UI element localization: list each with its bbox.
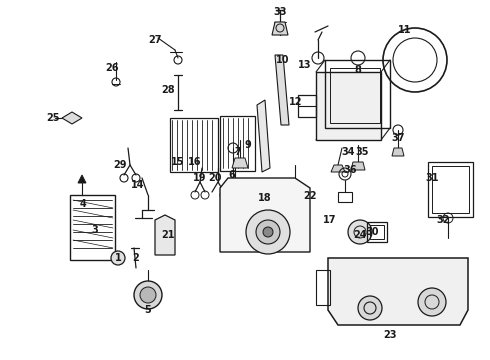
Polygon shape (272, 22, 288, 35)
Text: 21: 21 (161, 230, 175, 240)
Text: 6: 6 (229, 170, 235, 180)
Text: 26: 26 (105, 63, 119, 73)
Text: 27: 27 (148, 35, 162, 45)
Bar (367, 222, 387, 242)
Text: 28: 28 (161, 85, 175, 95)
Polygon shape (331, 165, 345, 172)
Polygon shape (232, 158, 248, 168)
Bar (170, 118, 218, 172)
Text: 4: 4 (80, 199, 86, 209)
Circle shape (358, 296, 382, 320)
Text: 24: 24 (353, 230, 367, 240)
Circle shape (418, 288, 446, 316)
Circle shape (263, 227, 273, 237)
Bar (316, 72, 381, 140)
Text: 20: 20 (208, 173, 222, 183)
Bar (338, 192, 352, 202)
Text: 2: 2 (133, 253, 139, 263)
Circle shape (348, 220, 372, 244)
Bar (428, 162, 473, 217)
Text: 18: 18 (258, 193, 272, 203)
Bar (432, 166, 469, 213)
Bar (370, 225, 384, 239)
Text: 36: 36 (343, 165, 357, 175)
Text: 13: 13 (298, 60, 312, 70)
Text: 16: 16 (188, 157, 202, 167)
Text: 29: 29 (113, 160, 127, 170)
Polygon shape (351, 162, 365, 170)
Bar (325, 60, 390, 128)
Text: 22: 22 (303, 191, 317, 201)
Text: 9: 9 (245, 140, 251, 150)
Text: 3: 3 (92, 225, 98, 235)
Text: 19: 19 (193, 173, 207, 183)
Polygon shape (62, 112, 82, 124)
Text: 25: 25 (46, 113, 60, 123)
Polygon shape (78, 175, 86, 183)
Text: 10: 10 (276, 55, 290, 65)
Text: 34: 34 (341, 147, 355, 157)
Text: 30: 30 (365, 227, 379, 237)
Circle shape (246, 210, 290, 254)
Polygon shape (392, 148, 404, 156)
Text: 5: 5 (145, 305, 151, 315)
Text: 37: 37 (391, 133, 405, 143)
Circle shape (140, 287, 156, 303)
Text: 12: 12 (289, 97, 303, 107)
Polygon shape (220, 178, 310, 252)
Text: 35: 35 (355, 147, 369, 157)
Bar (316, 270, 330, 305)
Text: 15: 15 (171, 157, 185, 167)
Text: 11: 11 (398, 25, 412, 35)
Polygon shape (155, 215, 175, 255)
Text: 7: 7 (235, 147, 242, 157)
Bar (70, 195, 115, 260)
Text: 17: 17 (323, 215, 337, 225)
Circle shape (134, 281, 162, 309)
Text: 31: 31 (425, 173, 439, 183)
Text: 1: 1 (115, 253, 122, 263)
Bar (330, 68, 380, 123)
Text: 14: 14 (131, 180, 145, 190)
Bar (298, 95, 316, 117)
Circle shape (111, 251, 125, 265)
Bar (220, 116, 255, 171)
Text: 32: 32 (436, 215, 450, 225)
Text: 23: 23 (383, 330, 397, 340)
Text: 8: 8 (355, 65, 362, 75)
Circle shape (256, 220, 280, 244)
Polygon shape (257, 100, 270, 172)
Text: 33: 33 (273, 7, 287, 17)
Polygon shape (328, 258, 468, 325)
Polygon shape (275, 55, 289, 125)
